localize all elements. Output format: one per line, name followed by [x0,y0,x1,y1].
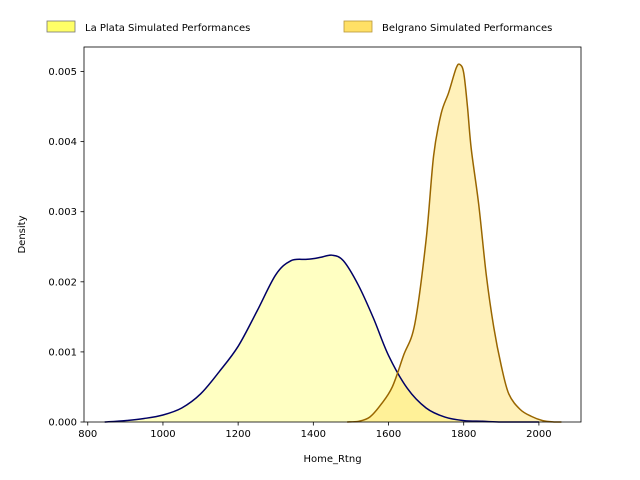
density-area-belgrano [347,64,562,422]
y-tick-label: 0.004 [48,137,77,148]
x-tick-label: 800 [78,429,97,440]
y-tick-label: 0.005 [48,67,77,78]
x-tick-label: 1800 [451,429,476,440]
plot-area [104,63,562,423]
y-tick-label: 0.003 [48,207,77,218]
y-tick-label: 0.000 [48,418,77,429]
y-axis: 0.000 0.001 0.002 0.003 0.004 0.005 [48,67,84,429]
x-tick-label: 1400 [301,429,326,440]
x-tick-label: 1200 [225,429,250,440]
legend-swatch-la-plata [46,20,76,33]
legend-label-belgrano: Belgrano Simulated Performances [382,23,552,34]
y-axis-label: Density [17,215,28,253]
legend-swatch-belgrano [343,20,373,33]
x-tick-label: 1600 [376,429,401,440]
x-tick-label: 1000 [150,429,175,440]
legend-label-la-plata: La Plata Simulated Performances [85,23,250,34]
legend: La Plata Simulated Performances Belgrano… [46,20,552,34]
x-axis: 800 1000 1200 1400 1600 1800 2000 [78,422,552,440]
x-axis-label: Home_Rtng [303,454,361,465]
plot-frame [83,46,582,423]
x-tick-label: 2000 [526,429,551,440]
density-line-la-plata [104,254,539,423]
y-tick-label: 0.001 [48,347,77,358]
y-tick-label: 0.002 [48,277,77,288]
density-line-belgrano [347,63,562,423]
